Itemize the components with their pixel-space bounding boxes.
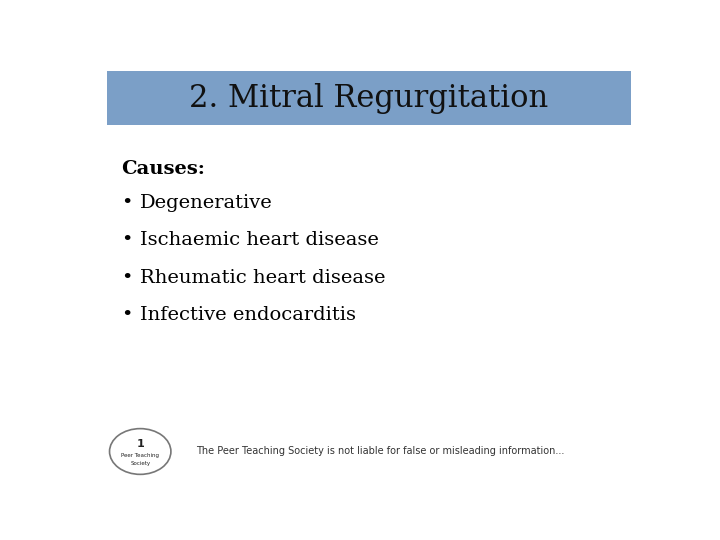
Text: •: • [121,306,132,324]
Text: Ischaemic heart disease: Ischaemic heart disease [140,231,379,249]
Text: •: • [121,268,132,287]
Text: Peer Teaching: Peer Teaching [121,453,159,458]
Text: Society: Society [130,461,150,465]
Text: The Peer Teaching Society is not liable for false or misleading information...: The Peer Teaching Society is not liable … [196,447,564,456]
Text: 2. Mitral Regurgitation: 2. Mitral Regurgitation [189,83,549,113]
Text: Rheumatic heart disease: Rheumatic heart disease [140,268,386,287]
Text: •: • [121,194,132,212]
Text: 1: 1 [136,439,144,449]
FancyBboxPatch shape [107,71,631,125]
Text: Causes:: Causes: [121,160,204,178]
Text: Degenerative: Degenerative [140,194,273,212]
Text: •: • [121,231,132,249]
Text: Infective endocarditis: Infective endocarditis [140,306,356,324]
Circle shape [109,429,171,474]
